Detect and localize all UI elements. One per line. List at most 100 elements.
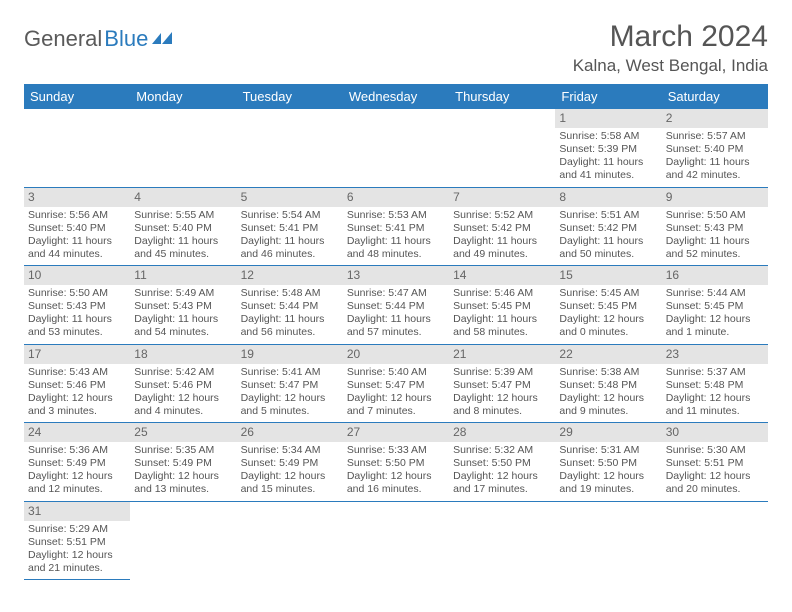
day-body: Sunrise: 5:44 AMSunset: 5:45 PMDaylight:… <box>662 285 768 344</box>
day-body: Sunrise: 5:56 AMSunset: 5:40 PMDaylight:… <box>24 207 130 266</box>
sunset-line: Sunset: 5:46 PM <box>28 379 126 392</box>
sunrise-line: Sunrise: 5:53 AM <box>347 209 445 222</box>
weekday-header-row: SundayMondayTuesdayWednesdayThursdayFrid… <box>24 84 768 109</box>
day-number: 6 <box>343 188 449 207</box>
day-cell: 22Sunrise: 5:38 AMSunset: 5:48 PMDayligh… <box>555 344 661 423</box>
daylight-line: Daylight: 12 hours and 8 minutes. <box>453 392 551 418</box>
day-number: 23 <box>662 345 768 364</box>
sunrise-line: Sunrise: 5:39 AM <box>453 366 551 379</box>
sunrise-line: Sunrise: 5:51 AM <box>559 209 657 222</box>
sunrise-line: Sunrise: 5:40 AM <box>347 366 445 379</box>
sunrise-line: Sunrise: 5:50 AM <box>28 287 126 300</box>
sunrise-line: Sunrise: 5:55 AM <box>134 209 232 222</box>
day-cell: 26Sunrise: 5:34 AMSunset: 5:49 PMDayligh… <box>237 423 343 502</box>
day-body: Sunrise: 5:57 AMSunset: 5:40 PMDaylight:… <box>662 128 768 187</box>
day-number: 31 <box>24 502 130 521</box>
empty-cell <box>343 501 449 580</box>
empty-cell <box>449 501 555 580</box>
sunset-line: Sunset: 5:49 PM <box>28 457 126 470</box>
sunset-line: Sunset: 5:50 PM <box>347 457 445 470</box>
sunset-line: Sunset: 5:45 PM <box>559 300 657 313</box>
daylight-line: Daylight: 12 hours and 13 minutes. <box>134 470 232 496</box>
calendar-row: 17Sunrise: 5:43 AMSunset: 5:46 PMDayligh… <box>24 344 768 423</box>
day-body: Sunrise: 5:50 AMSunset: 5:43 PMDaylight:… <box>24 285 130 344</box>
daylight-line: Daylight: 11 hours and 52 minutes. <box>666 235 764 261</box>
logo-text-general: General <box>24 26 102 52</box>
day-cell: 11Sunrise: 5:49 AMSunset: 5:43 PMDayligh… <box>130 266 236 345</box>
daylight-line: Daylight: 11 hours and 42 minutes. <box>666 156 764 182</box>
sunrise-line: Sunrise: 5:46 AM <box>453 287 551 300</box>
daylight-line: Daylight: 11 hours and 53 minutes. <box>28 313 126 339</box>
sunrise-line: Sunrise: 5:48 AM <box>241 287 339 300</box>
daylight-line: Daylight: 12 hours and 11 minutes. <box>666 392 764 418</box>
day-cell: 2Sunrise: 5:57 AMSunset: 5:40 PMDaylight… <box>662 109 768 187</box>
logo-text-blue: Blue <box>104 26 148 52</box>
sunrise-line: Sunrise: 5:52 AM <box>453 209 551 222</box>
day-number: 25 <box>130 423 236 442</box>
empty-cell <box>130 109 236 187</box>
day-body: Sunrise: 5:49 AMSunset: 5:43 PMDaylight:… <box>130 285 236 344</box>
sunset-line: Sunset: 5:47 PM <box>241 379 339 392</box>
day-body: Sunrise: 5:51 AMSunset: 5:42 PMDaylight:… <box>555 207 661 266</box>
day-cell: 21Sunrise: 5:39 AMSunset: 5:47 PMDayligh… <box>449 344 555 423</box>
day-cell: 8Sunrise: 5:51 AMSunset: 5:42 PMDaylight… <box>555 187 661 266</box>
day-body: Sunrise: 5:48 AMSunset: 5:44 PMDaylight:… <box>237 285 343 344</box>
weekday-header: Sunday <box>24 84 130 109</box>
sunrise-line: Sunrise: 5:43 AM <box>28 366 126 379</box>
daylight-line: Daylight: 12 hours and 0 minutes. <box>559 313 657 339</box>
day-cell: 31Sunrise: 5:29 AMSunset: 5:51 PMDayligh… <box>24 501 130 580</box>
day-number: 2 <box>662 109 768 128</box>
day-cell: 23Sunrise: 5:37 AMSunset: 5:48 PMDayligh… <box>662 344 768 423</box>
daylight-line: Daylight: 11 hours and 46 minutes. <box>241 235 339 261</box>
day-cell: 1Sunrise: 5:58 AMSunset: 5:39 PMDaylight… <box>555 109 661 187</box>
weekday-header: Wednesday <box>343 84 449 109</box>
sunset-line: Sunset: 5:42 PM <box>453 222 551 235</box>
flag-icon <box>152 26 174 52</box>
daylight-line: Daylight: 12 hours and 3 minutes. <box>28 392 126 418</box>
sunset-line: Sunset: 5:46 PM <box>134 379 232 392</box>
day-cell: 24Sunrise: 5:36 AMSunset: 5:49 PMDayligh… <box>24 423 130 502</box>
day-cell: 6Sunrise: 5:53 AMSunset: 5:41 PMDaylight… <box>343 187 449 266</box>
sunset-line: Sunset: 5:39 PM <box>559 143 657 156</box>
daylight-line: Daylight: 11 hours and 49 minutes. <box>453 235 551 261</box>
day-body: Sunrise: 5:32 AMSunset: 5:50 PMDaylight:… <box>449 442 555 501</box>
daylight-line: Daylight: 11 hours and 54 minutes. <box>134 313 232 339</box>
day-number: 16 <box>662 266 768 285</box>
day-cell: 4Sunrise: 5:55 AMSunset: 5:40 PMDaylight… <box>130 187 236 266</box>
day-body: Sunrise: 5:39 AMSunset: 5:47 PMDaylight:… <box>449 364 555 423</box>
sunset-line: Sunset: 5:47 PM <box>347 379 445 392</box>
day-number: 18 <box>130 345 236 364</box>
location: Kalna, West Bengal, India <box>573 56 768 76</box>
sunset-line: Sunset: 5:41 PM <box>347 222 445 235</box>
empty-cell <box>449 109 555 187</box>
sunset-line: Sunset: 5:43 PM <box>28 300 126 313</box>
sunrise-line: Sunrise: 5:44 AM <box>666 287 764 300</box>
day-cell: 17Sunrise: 5:43 AMSunset: 5:46 PMDayligh… <box>24 344 130 423</box>
sunset-line: Sunset: 5:40 PM <box>666 143 764 156</box>
calendar-row: 31Sunrise: 5:29 AMSunset: 5:51 PMDayligh… <box>24 501 768 580</box>
day-number: 1 <box>555 109 661 128</box>
day-cell: 10Sunrise: 5:50 AMSunset: 5:43 PMDayligh… <box>24 266 130 345</box>
sunrise-line: Sunrise: 5:35 AM <box>134 444 232 457</box>
day-body: Sunrise: 5:38 AMSunset: 5:48 PMDaylight:… <box>555 364 661 423</box>
day-body: Sunrise: 5:45 AMSunset: 5:45 PMDaylight:… <box>555 285 661 344</box>
day-number: 13 <box>343 266 449 285</box>
daylight-line: Daylight: 12 hours and 21 minutes. <box>28 549 126 575</box>
daylight-line: Daylight: 12 hours and 7 minutes. <box>347 392 445 418</box>
day-body: Sunrise: 5:37 AMSunset: 5:48 PMDaylight:… <box>662 364 768 423</box>
day-number: 19 <box>237 345 343 364</box>
empty-cell <box>662 501 768 580</box>
day-body: Sunrise: 5:58 AMSunset: 5:39 PMDaylight:… <box>555 128 661 187</box>
day-cell: 13Sunrise: 5:47 AMSunset: 5:44 PMDayligh… <box>343 266 449 345</box>
weekday-header: Saturday <box>662 84 768 109</box>
daylight-line: Daylight: 12 hours and 12 minutes. <box>28 470 126 496</box>
day-cell: 30Sunrise: 5:30 AMSunset: 5:51 PMDayligh… <box>662 423 768 502</box>
day-cell: 27Sunrise: 5:33 AMSunset: 5:50 PMDayligh… <box>343 423 449 502</box>
day-body: Sunrise: 5:40 AMSunset: 5:47 PMDaylight:… <box>343 364 449 423</box>
day-number: 5 <box>237 188 343 207</box>
day-body: Sunrise: 5:42 AMSunset: 5:46 PMDaylight:… <box>130 364 236 423</box>
daylight-line: Daylight: 11 hours and 57 minutes. <box>347 313 445 339</box>
day-number: 29 <box>555 423 661 442</box>
sunset-line: Sunset: 5:40 PM <box>134 222 232 235</box>
day-cell: 7Sunrise: 5:52 AMSunset: 5:42 PMDaylight… <box>449 187 555 266</box>
